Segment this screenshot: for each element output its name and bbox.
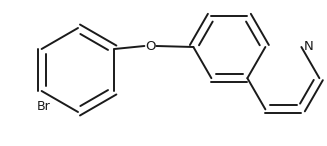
Text: Br: Br <box>37 100 50 113</box>
Text: O: O <box>145 40 156 53</box>
Text: N: N <box>303 40 313 53</box>
